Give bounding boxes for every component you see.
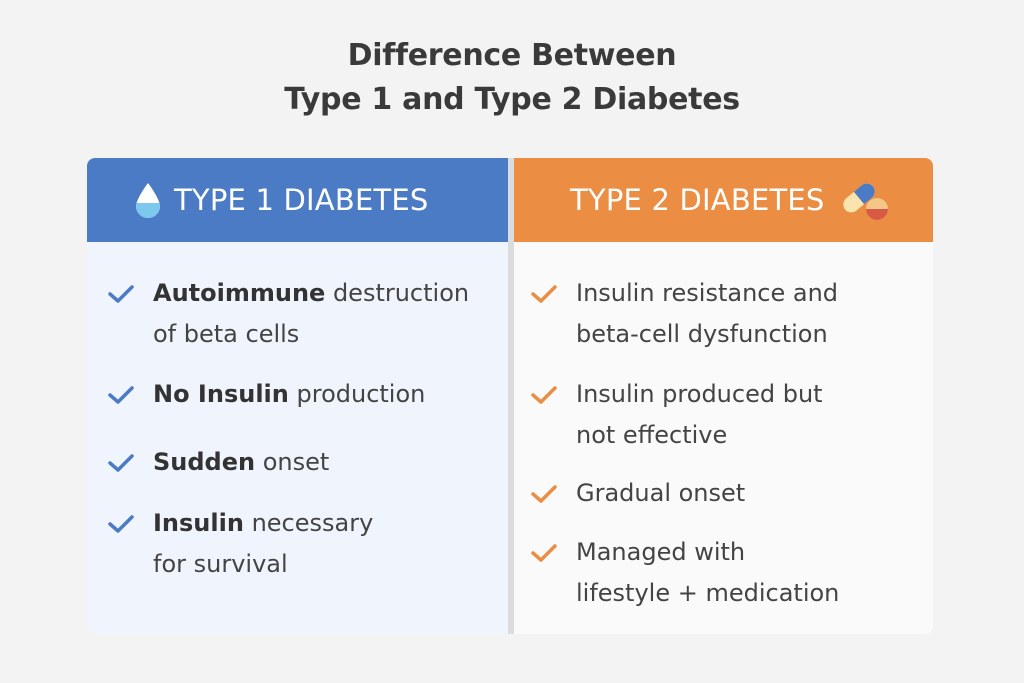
item-rest: necessary [243,509,374,537]
type1-item-2: No Insulin production [107,374,425,415]
type2-item-1: Insulin resistance and beta-cell dysfunc… [530,273,838,355]
type1-header: TYPE 1 DIABETES [87,158,508,242]
check-icon [530,532,560,573]
type1-item-4: Insulin necessary for survival [107,503,373,585]
item-line2: not effective [576,421,728,449]
item-rest: destruction [325,279,470,307]
column-divider [508,158,514,634]
item-line1: Gradual onset [576,479,746,507]
type2-item-3-text: Gradual onset [560,473,745,514]
type2-header-label: TYPE 2 DIABETES [570,183,825,217]
item-line2: of beta cells [153,320,300,348]
type2-item-3: Gradual onset [530,473,745,514]
item-line1: Insulin resistance and [576,279,839,307]
pills-icon [837,178,891,222]
type2-header: TYPE 2 DIABETES [514,158,933,242]
item-bold: Insulin [153,509,244,537]
type1-panel: TYPE 1 DIABETES [87,158,508,634]
type2-item-2: Insulin produced but not effective [530,374,823,456]
check-icon [530,473,560,514]
type1-item-1-text: Autoimmune destruction of beta cells [137,273,469,355]
type2-panel: TYPE 2 DIABETES [514,158,933,634]
water-drop-icon [134,182,162,218]
type1-header-label: TYPE 1 DIABETES [174,183,429,217]
type2-item-2-text: Insulin produced but not effective [560,374,823,456]
check-icon [107,273,137,314]
item-line1: Managed with [576,538,746,566]
title-line-1: Difference Between [347,38,677,73]
title-line-2: Type 1 and Type 2 Diabetes [284,82,740,117]
type2-item-1-text: Insulin resistance and beta-cell dysfunc… [560,273,838,355]
item-line2: lifestyle + medication [576,579,840,607]
type1-item-2-text: No Insulin production [137,374,425,415]
check-icon [107,374,137,415]
item-bold: Autoimmune [153,279,326,307]
item-line2: beta-cell dysfunction [576,320,828,348]
item-line2: for survival [153,550,288,578]
check-icon [530,374,560,415]
type2-item-4-text: Managed with lifestyle + medication [560,532,839,614]
item-rest: production [288,380,426,408]
page-title: Difference Between Type 1 and Type 2 Dia… [0,34,1024,122]
check-icon [107,503,137,544]
type2-item-4: Managed with lifestyle + medication [530,532,839,614]
type1-item-3-text: Sudden onset [137,442,329,483]
type1-item-3: Sudden onset [107,442,329,483]
check-icon [530,273,560,314]
item-line1: Insulin produced but [576,380,823,408]
check-icon [107,442,137,483]
type1-item-4-text: Insulin necessary for survival [137,503,373,585]
item-bold: No Insulin [153,380,289,408]
type1-item-1: Autoimmune destruction of beta cells [107,273,469,355]
item-rest: onset [255,448,330,476]
item-bold: Sudden [153,448,256,476]
